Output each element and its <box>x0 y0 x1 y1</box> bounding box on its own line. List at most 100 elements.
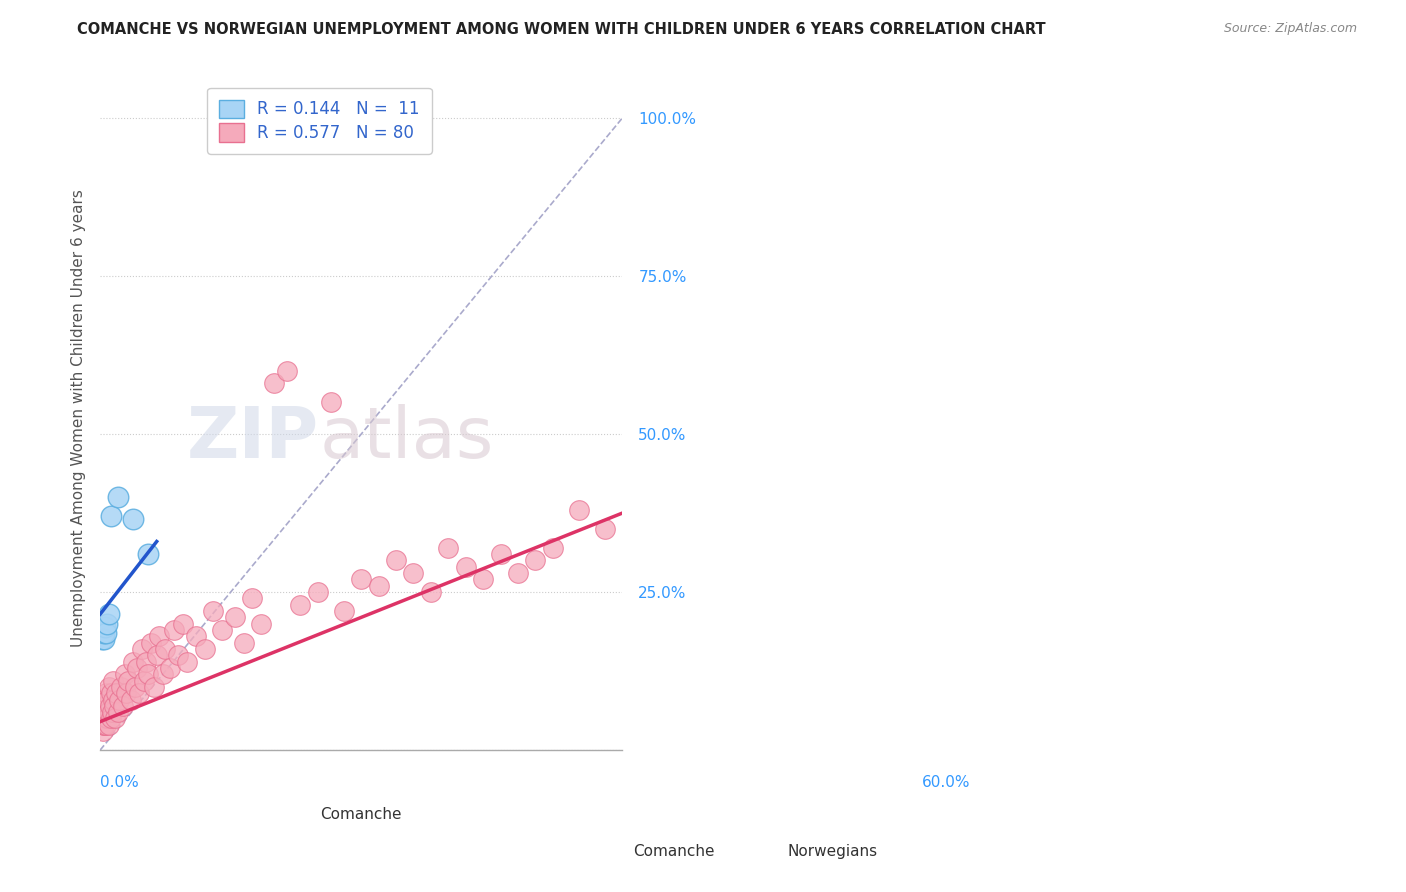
Point <box>211 623 233 637</box>
Point <box>568 503 591 517</box>
Point <box>367 579 389 593</box>
Point <box>98 698 121 713</box>
Point <box>242 591 264 606</box>
Text: ZIP: ZIP <box>187 404 319 473</box>
Point <box>96 616 118 631</box>
Point <box>437 541 460 555</box>
Point <box>176 655 198 669</box>
Point <box>120 692 142 706</box>
Point <box>90 632 112 647</box>
Text: Norwegians: Norwegians <box>787 845 877 859</box>
Point <box>101 705 124 719</box>
Point <box>104 711 127 725</box>
Point <box>263 376 285 391</box>
Point <box>152 667 174 681</box>
Point <box>104 686 127 700</box>
Point <box>307 585 329 599</box>
Point <box>385 553 408 567</box>
Point <box>333 604 356 618</box>
Point <box>94 711 117 725</box>
Point <box>128 686 150 700</box>
Point <box>184 629 207 643</box>
Point <box>103 698 125 713</box>
Point <box>97 705 120 719</box>
Point <box>111 698 134 713</box>
Point <box>96 718 118 732</box>
Point <box>506 566 529 580</box>
Point <box>472 573 495 587</box>
Point <box>139 635 162 649</box>
Point <box>122 512 145 526</box>
Point <box>91 724 114 739</box>
Text: 60.0%: 60.0% <box>922 774 970 789</box>
Point <box>232 635 254 649</box>
Point <box>290 598 312 612</box>
Point <box>125 661 148 675</box>
Point <box>108 692 131 706</box>
Point <box>94 620 117 634</box>
Point <box>524 553 547 567</box>
Point <box>163 623 186 637</box>
Point <box>96 626 118 640</box>
Point <box>454 559 477 574</box>
Point <box>541 541 564 555</box>
Legend: R = 0.144   N =  11, R = 0.577   N = 80: R = 0.144 N = 11, R = 0.577 N = 80 <box>208 88 432 153</box>
Point <box>122 655 145 669</box>
Point <box>124 680 146 694</box>
Point <box>93 632 115 647</box>
Point <box>224 610 246 624</box>
Point <box>107 705 129 719</box>
Point <box>96 686 118 700</box>
Text: Comanche: Comanche <box>633 845 714 859</box>
Point <box>145 648 167 663</box>
Point <box>350 573 373 587</box>
Point <box>131 642 153 657</box>
Point <box>107 490 129 504</box>
Text: 0.0%: 0.0% <box>100 774 139 789</box>
Point <box>93 718 115 732</box>
Point <box>167 648 190 663</box>
Point <box>110 680 132 694</box>
Point <box>159 661 181 675</box>
Point <box>97 718 120 732</box>
Point <box>148 629 170 643</box>
Point <box>93 698 115 713</box>
Point <box>100 686 122 700</box>
Point <box>103 673 125 688</box>
Point <box>93 718 115 732</box>
Point <box>115 686 138 700</box>
Point <box>419 585 441 599</box>
Point <box>97 607 120 622</box>
Point <box>117 673 139 688</box>
Point <box>100 509 122 524</box>
Point <box>250 616 273 631</box>
Point <box>94 698 117 713</box>
Point <box>155 642 177 657</box>
Point <box>100 711 122 725</box>
Point <box>132 673 155 688</box>
Point <box>489 547 512 561</box>
Text: COMANCHE VS NORWEGIAN UNEMPLOYMENT AMONG WOMEN WITH CHILDREN UNDER 6 YEARS CORRE: COMANCHE VS NORWEGIAN UNEMPLOYMENT AMONG… <box>77 22 1046 37</box>
Point <box>593 522 616 536</box>
Point <box>114 667 136 681</box>
Point <box>93 692 115 706</box>
Point <box>202 604 225 618</box>
Point <box>90 711 112 725</box>
Text: Source: ZipAtlas.com: Source: ZipAtlas.com <box>1223 22 1357 36</box>
Text: Comanche: Comanche <box>321 806 402 822</box>
Point <box>96 692 118 706</box>
Point <box>136 667 159 681</box>
Point <box>97 680 120 694</box>
Point <box>96 711 118 725</box>
Point <box>135 655 157 669</box>
Y-axis label: Unemployment Among Women with Children Under 6 years: Unemployment Among Women with Children U… <box>72 189 86 648</box>
Point <box>319 395 342 409</box>
Point <box>402 566 425 580</box>
Point <box>276 364 298 378</box>
Text: atlas: atlas <box>319 404 494 473</box>
Point <box>93 705 115 719</box>
Point <box>93 626 115 640</box>
Point <box>103 692 125 706</box>
Point <box>172 616 194 631</box>
Point <box>143 680 166 694</box>
